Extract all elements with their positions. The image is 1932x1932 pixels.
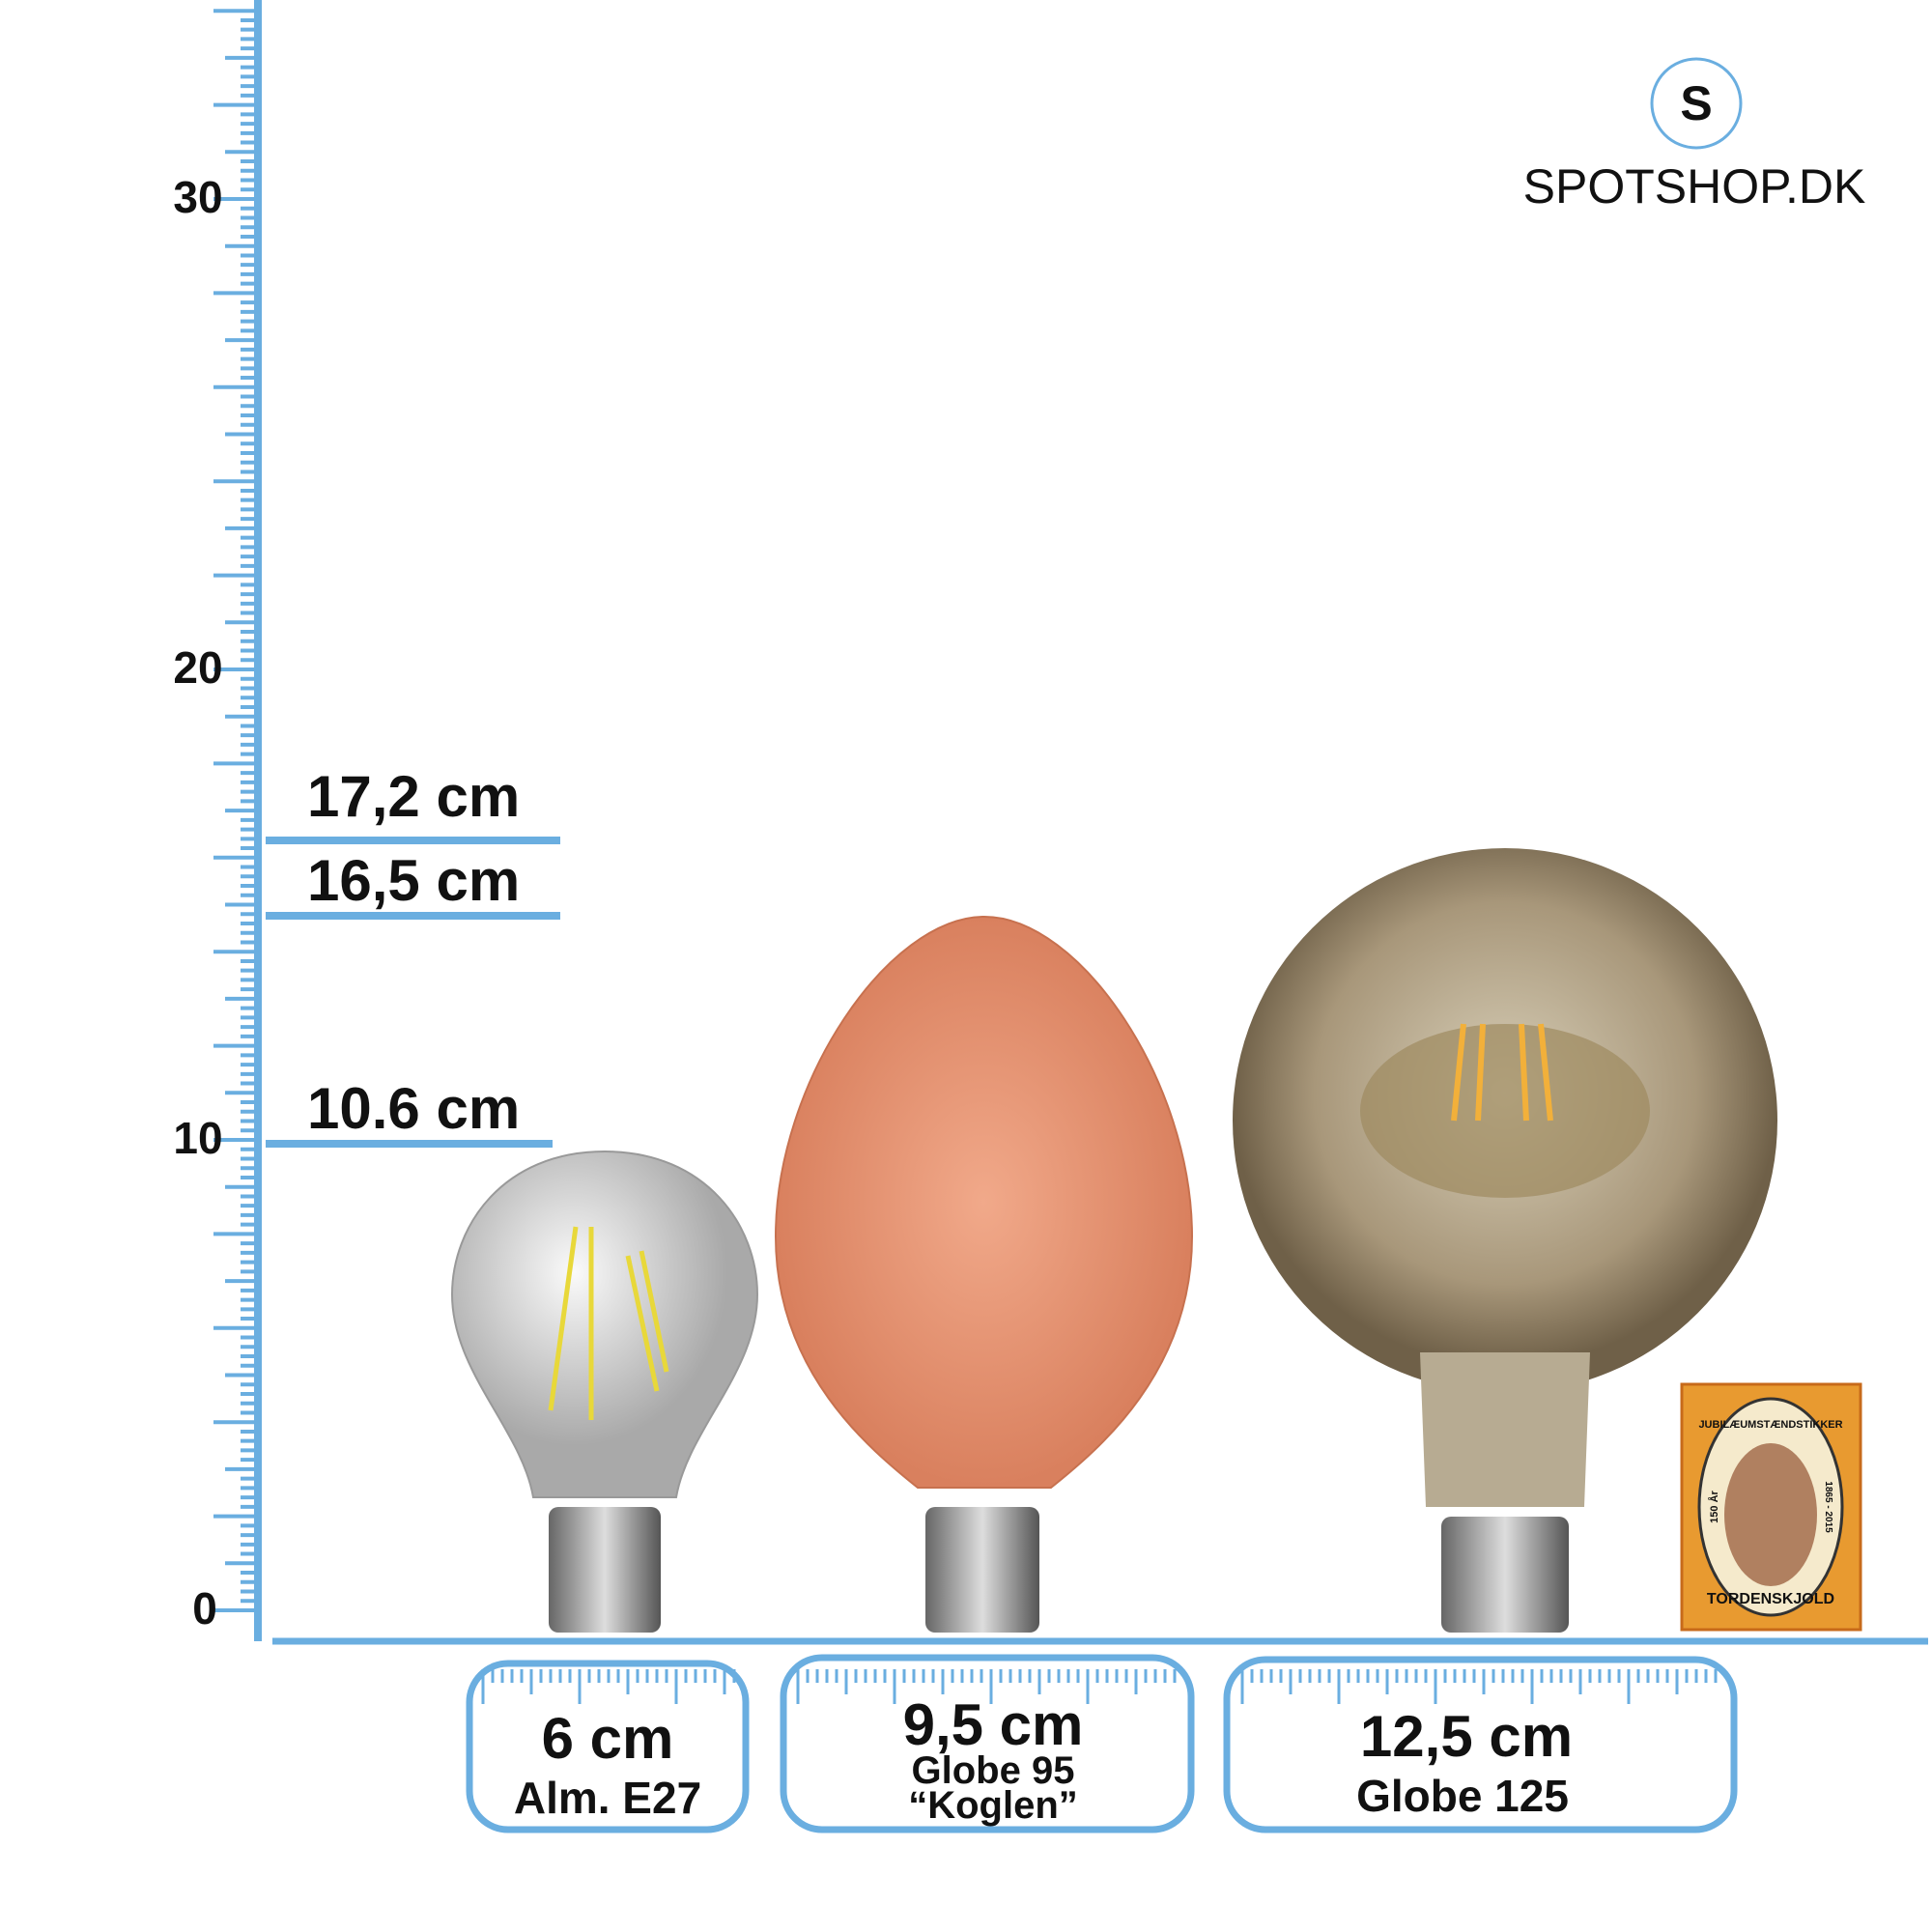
width-label: 12,5 cm bbox=[1360, 1704, 1573, 1769]
matchbox-text: JUBILÆUMSTÆNDSTIKKER bbox=[1698, 1419, 1842, 1431]
width-name: Alm. E27 bbox=[514, 1773, 701, 1823]
width-ruler-ticks bbox=[481, 1669, 1718, 1704]
height-markers bbox=[266, 837, 560, 1148]
width-label: 6 cm bbox=[542, 1706, 674, 1771]
logo-brand: SPOTSHOP.DK bbox=[1523, 159, 1866, 213]
ruler-label: 10 bbox=[173, 1113, 222, 1163]
ruler-label: 20 bbox=[173, 642, 222, 693]
logo: S SPOTSHOP.DK bbox=[1523, 57, 1866, 213]
bulb-globe-95 bbox=[774, 915, 1194, 1633]
height-label: 16,5 cm bbox=[307, 848, 520, 913]
width-name: Globe 125 bbox=[1356, 1771, 1569, 1821]
logo-letter: S bbox=[1680, 76, 1712, 130]
width-nickname: “Koglen” bbox=[908, 1784, 1078, 1827]
ruler-label: 30 bbox=[173, 172, 222, 222]
width-label: 9,5 cm bbox=[903, 1692, 1084, 1757]
height-label: 10.6 cm bbox=[307, 1076, 520, 1141]
bulb-e27 bbox=[450, 1150, 759, 1633]
matchbox-text: TORDENSKJOLD bbox=[1707, 1591, 1834, 1607]
ruler bbox=[213, 0, 1928, 1645]
bulb-globe-125 bbox=[1233, 848, 1777, 1633]
height-label: 17,2 cm bbox=[307, 764, 520, 829]
matchbox-text: 150 År bbox=[1708, 1490, 1720, 1522]
ruler-label: 0 bbox=[192, 1583, 217, 1634]
matchbox: JUBILÆUMSTÆNDSTIKKER 150 År 1865 - 2015 … bbox=[1680, 1382, 1862, 1632]
width-name: Globe 95 bbox=[912, 1749, 1075, 1792]
width-boxes bbox=[466, 1654, 1738, 1833]
matchbox-text: 1865 - 2015 bbox=[1823, 1481, 1833, 1533]
